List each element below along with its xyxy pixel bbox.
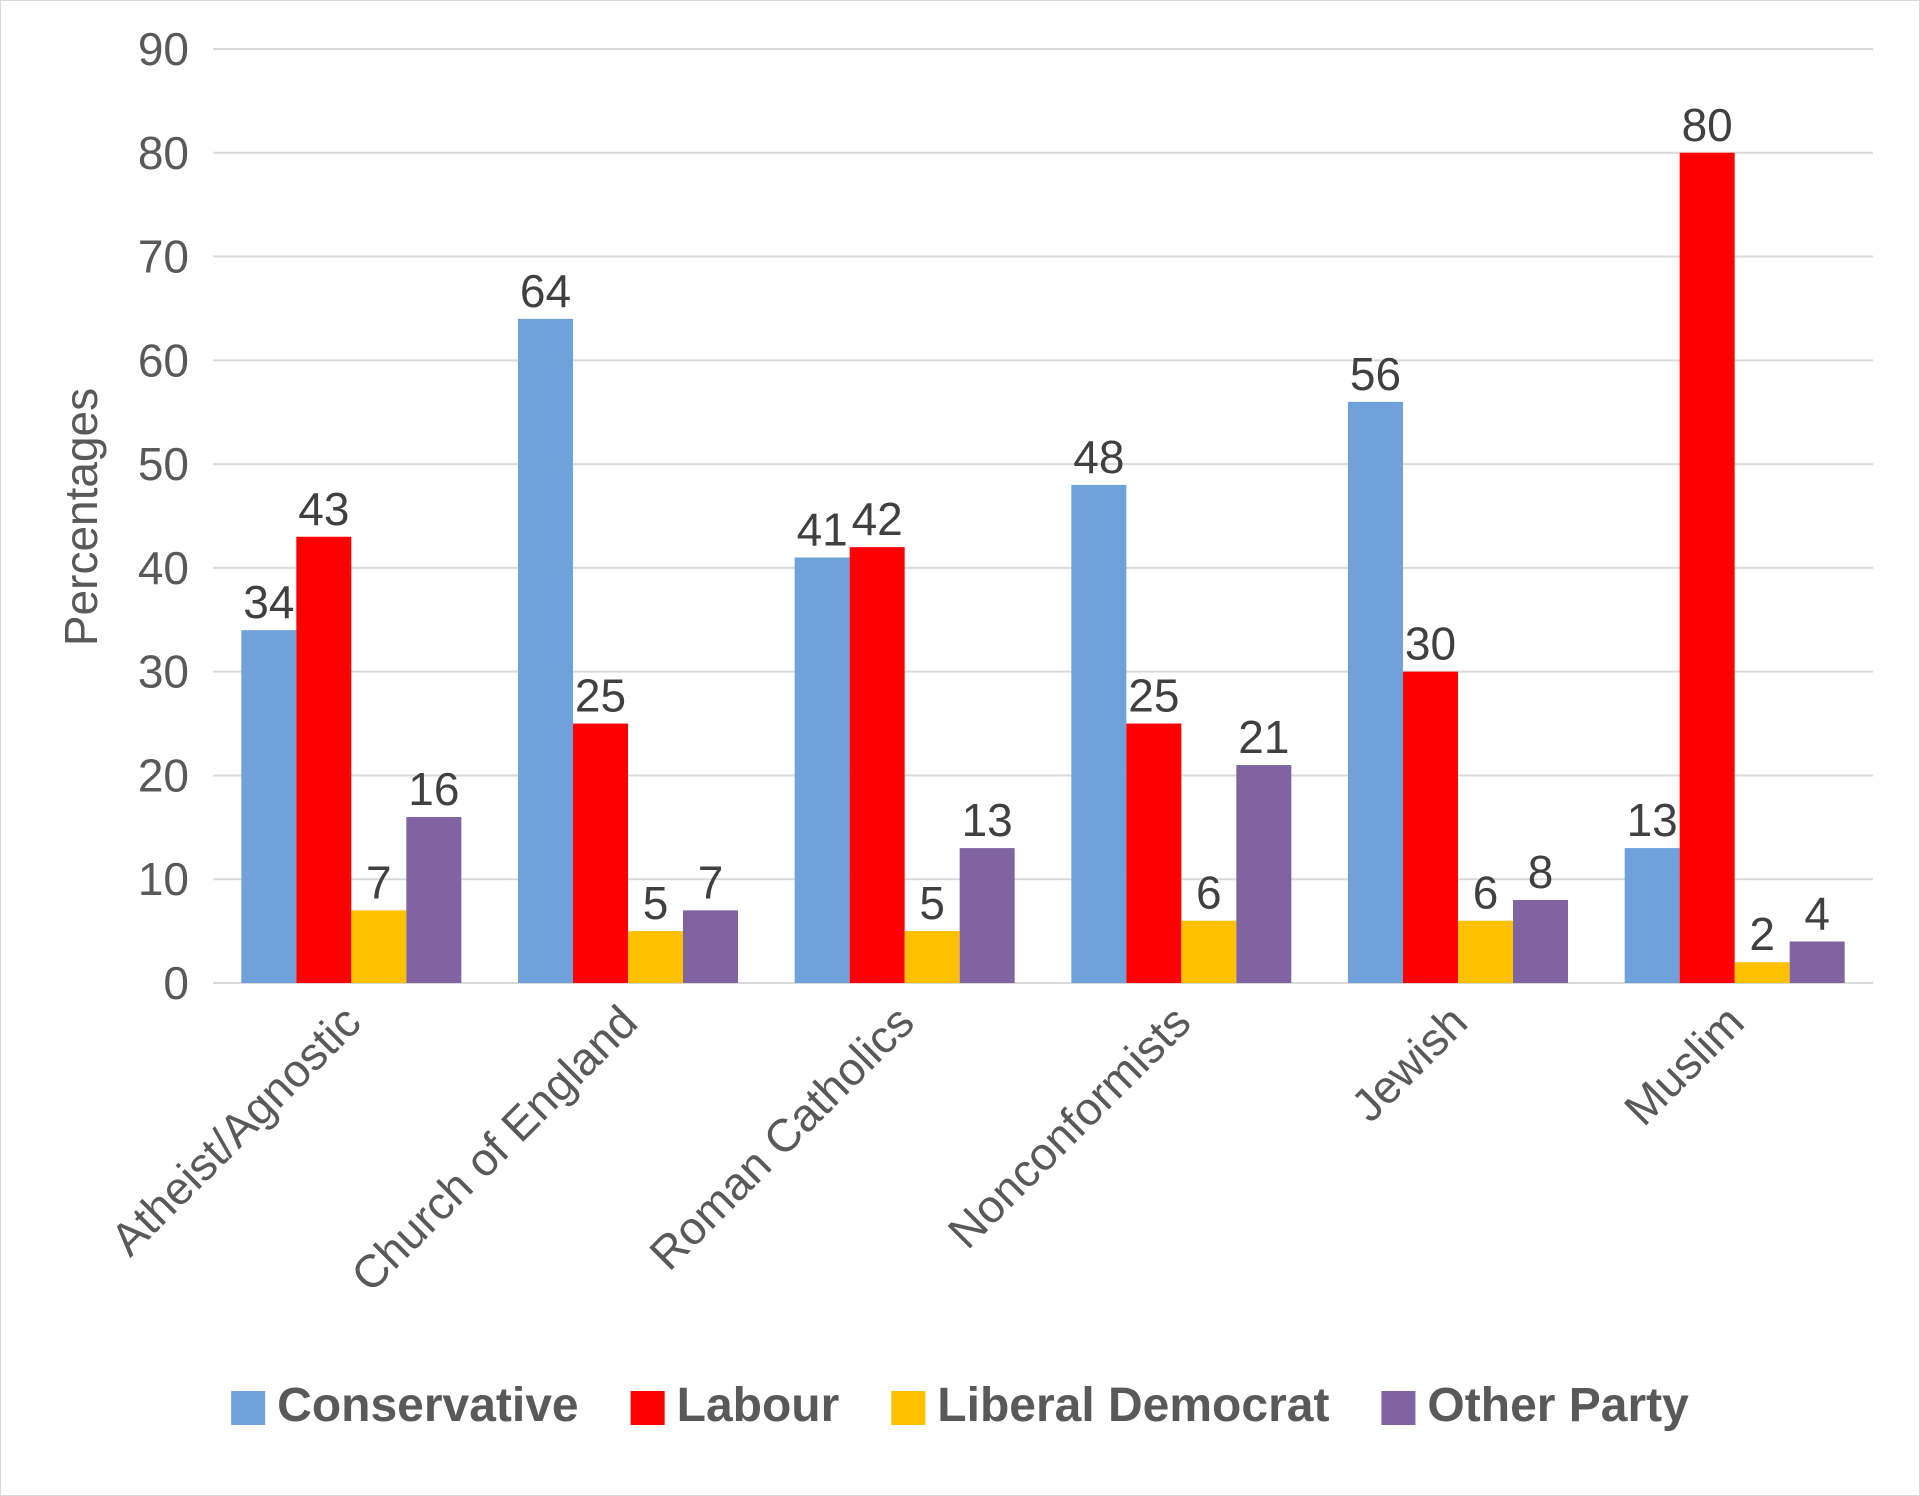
bar-labour bbox=[1126, 723, 1182, 983]
bar-conservative bbox=[1071, 484, 1127, 983]
legend-swatch bbox=[630, 1391, 665, 1425]
bar-other-party bbox=[406, 816, 462, 983]
bar-conservative bbox=[794, 557, 850, 983]
data-label: 5 bbox=[643, 877, 669, 929]
bar-other-party bbox=[1789, 941, 1845, 983]
bar-other-party bbox=[1513, 899, 1568, 983]
bar-liberal-democrat bbox=[1181, 920, 1237, 983]
legend-item-conservative: Conservative bbox=[231, 1379, 579, 1432]
bar-other-party bbox=[959, 848, 1015, 983]
bar-labour bbox=[1403, 671, 1458, 983]
bar-conservative bbox=[518, 318, 573, 983]
data-label: 43 bbox=[298, 483, 349, 535]
legend-item-other-party: Other Party bbox=[1381, 1379, 1689, 1432]
x-tick-label: Church of England bbox=[341, 995, 647, 1301]
legend-item-labour: Labour bbox=[630, 1379, 840, 1432]
bar-liberal-democrat bbox=[1458, 920, 1513, 983]
bar-liberal-democrat bbox=[351, 910, 407, 983]
y-tick-label: 30 bbox=[138, 646, 189, 698]
data-label: 6 bbox=[1196, 867, 1222, 919]
y-axis-title: Percentages bbox=[55, 388, 107, 646]
bar-labour bbox=[1679, 152, 1735, 983]
bar-conservative bbox=[241, 630, 297, 983]
y-tick-label: 20 bbox=[138, 749, 189, 801]
data-label: 64 bbox=[520, 265, 571, 317]
x-tick-label: Nonconformists bbox=[938, 995, 1201, 1258]
data-label: 2 bbox=[1749, 908, 1775, 960]
x-tick-label: Roman Catholics bbox=[639, 995, 923, 1279]
data-label: 80 bbox=[1682, 99, 1733, 151]
legend-label: Other Party bbox=[1427, 1379, 1689, 1432]
y-tick-label: 60 bbox=[138, 334, 189, 386]
y-tick-label: 10 bbox=[138, 853, 189, 905]
data-label: 13 bbox=[962, 794, 1013, 846]
bar-liberal-democrat bbox=[628, 931, 683, 983]
gridlines bbox=[213, 48, 1873, 984]
legend-label: Liberal Democrat bbox=[937, 1379, 1329, 1432]
data-label: 48 bbox=[1073, 431, 1124, 483]
bar-labour bbox=[296, 536, 352, 983]
bar-liberal-democrat bbox=[904, 931, 960, 983]
legend: Conservative Labour Liberal Democrat Other … bbox=[231, 1379, 1689, 1432]
x-tick-label: Muslim bbox=[1614, 995, 1754, 1135]
data-label: 41 bbox=[797, 504, 848, 556]
y-tick-label: 80 bbox=[138, 127, 189, 179]
bar-liberal-democrat bbox=[1734, 962, 1790, 983]
y-tick-label: 40 bbox=[138, 542, 189, 594]
data-label: 25 bbox=[575, 670, 626, 722]
data-label: 21 bbox=[1238, 711, 1289, 763]
legend-item-liberal-democrat: Liberal Democrat bbox=[891, 1379, 1329, 1432]
data-label: 25 bbox=[1128, 670, 1179, 722]
y-axis-ticks: 0 10 20 30 40 50 60 70 80 90 bbox=[138, 23, 189, 1009]
bar-conservative bbox=[1624, 848, 1680, 983]
legend-swatch bbox=[891, 1391, 926, 1425]
bar-other-party bbox=[1236, 765, 1292, 983]
bar-other-party bbox=[683, 910, 738, 983]
data-label: 4 bbox=[1804, 887, 1830, 939]
data-label: 13 bbox=[1627, 794, 1678, 846]
legend-label: Labour bbox=[677, 1379, 840, 1432]
y-tick-label: 50 bbox=[138, 438, 189, 490]
bars bbox=[241, 152, 1845, 983]
bar-labour bbox=[573, 723, 628, 983]
data-label: 16 bbox=[408, 763, 459, 815]
legend-label: Conservative bbox=[277, 1379, 578, 1432]
legend-swatch bbox=[231, 1391, 266, 1425]
bar-conservative bbox=[1348, 401, 1403, 983]
data-label: 5 bbox=[919, 877, 945, 929]
x-tick-label: Jewish bbox=[1341, 995, 1477, 1131]
x-tick-label: Atheist/Agnostic bbox=[100, 995, 370, 1265]
data-label: 6 bbox=[1473, 867, 1499, 919]
data-label: 8 bbox=[1528, 846, 1554, 898]
data-label: 7 bbox=[698, 856, 724, 908]
y-tick-label: 70 bbox=[138, 231, 189, 283]
data-label: 30 bbox=[1405, 618, 1456, 670]
y-tick-label: 0 bbox=[163, 957, 189, 1009]
data-label: 7 bbox=[366, 856, 392, 908]
data-label: 34 bbox=[243, 576, 294, 628]
data-label: 56 bbox=[1350, 348, 1401, 400]
bar-labour bbox=[849, 547, 905, 983]
data-label: 42 bbox=[852, 493, 903, 545]
y-tick-label: 90 bbox=[138, 23, 189, 75]
legend-swatch bbox=[1381, 1391, 1416, 1425]
